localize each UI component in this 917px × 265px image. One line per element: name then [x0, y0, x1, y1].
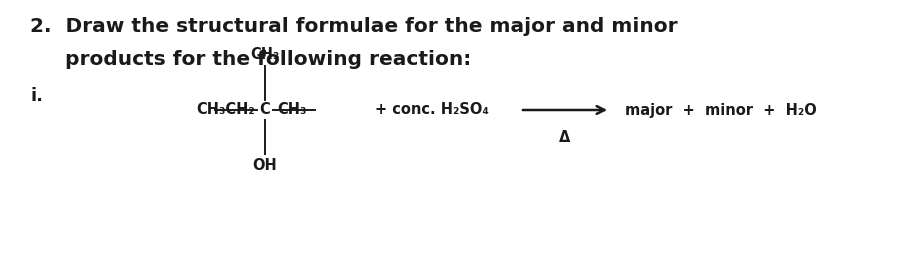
Text: major  +  minor  +  H₂O: major + minor + H₂O — [625, 103, 817, 117]
Text: CH₃: CH₃ — [250, 47, 280, 62]
Text: CH₃: CH₃ — [277, 103, 306, 117]
Text: i.: i. — [30, 87, 43, 105]
Text: Δ: Δ — [559, 130, 570, 145]
Text: CH₃CH₂: CH₃CH₂ — [196, 103, 255, 117]
Text: products for the following reaction:: products for the following reaction: — [30, 50, 471, 69]
Text: OH: OH — [252, 158, 277, 173]
Text: + conc. H₂SO₄: + conc. H₂SO₄ — [375, 103, 489, 117]
Text: C: C — [260, 103, 271, 117]
Text: 2.  Draw the structural formulae for the major and minor: 2. Draw the structural formulae for the … — [30, 17, 678, 36]
